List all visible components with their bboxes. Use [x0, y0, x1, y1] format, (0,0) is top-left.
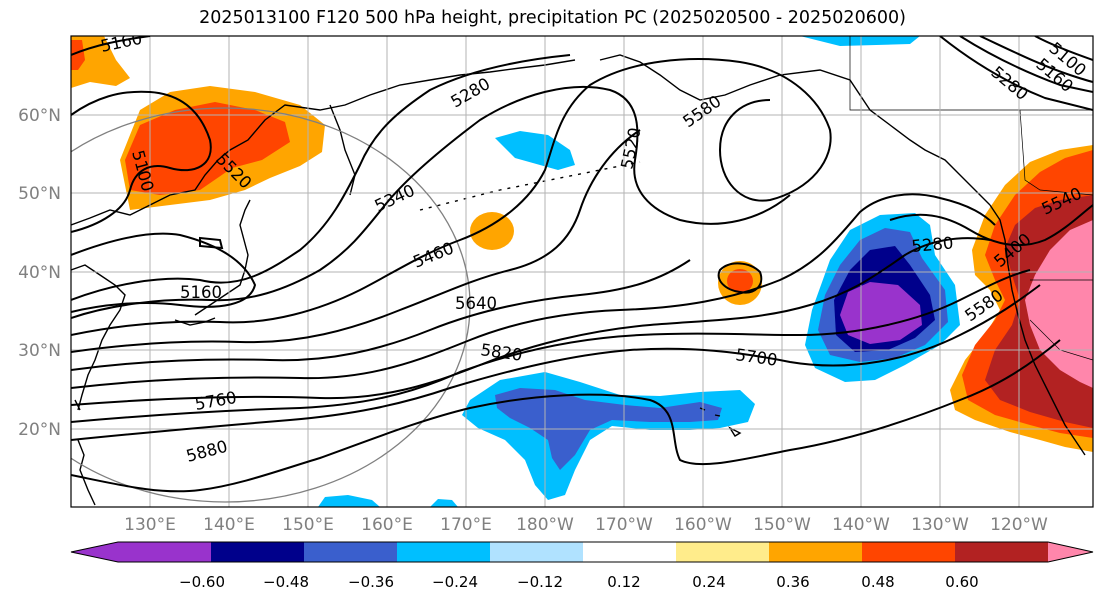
range-circle — [71, 107, 471, 503]
colorbar-tick-label: 0.60 — [945, 573, 978, 591]
longitude-label: 170°E — [440, 515, 492, 535]
latitude-label: 30°N — [18, 341, 61, 361]
precip-negative-top — [800, 36, 920, 46]
longitude-label: 150°E — [282, 515, 334, 535]
longitude-label: 180°W — [516, 515, 574, 535]
colorbar-segment — [583, 542, 677, 562]
latitude-label: 20°N — [18, 420, 61, 440]
colorbar-extend-low — [71, 542, 118, 562]
longitude-label: 130°W — [911, 515, 969, 535]
colorbar-tick-label: 0.48 — [861, 573, 894, 591]
longitude-labels: 130°E 140°E 150°E 160°E 170°E 180°W 170°… — [124, 515, 1048, 535]
precip-negative-bottom-2 — [430, 499, 458, 507]
map-frame — [70, 35, 1094, 508]
colorbar-segment — [769, 542, 863, 562]
colorbar-segment — [955, 542, 1049, 562]
contour-label: 5280 — [911, 233, 954, 256]
contour-label: 5160 — [180, 283, 222, 302]
colorbar-tick-label: −0.36 — [348, 573, 394, 591]
precip-negative-bottom — [318, 495, 380, 507]
longitude-label: 160°E — [361, 515, 413, 535]
precip-spot-155w-core — [727, 269, 753, 293]
colorbar-ticks: −0.60 −0.48 −0.36 −0.24 −0.12 0.12 0.24 … — [179, 573, 979, 591]
colorbar-tick-label: −0.24 — [432, 573, 478, 591]
colorbar-tick-label: −0.60 — [179, 573, 225, 591]
colorbar-segment — [490, 542, 584, 562]
colorbar-tick-label: −0.48 — [263, 573, 309, 591]
precip-positive-nw-core — [125, 102, 290, 195]
contour-label: 5640 — [455, 294, 497, 313]
colorbar-segment — [397, 542, 491, 562]
colorbar-segment — [304, 542, 398, 562]
colorbar-segment — [211, 542, 305, 562]
colorbar-tick-label: 0.36 — [776, 573, 809, 591]
colorbar-segment — [676, 542, 770, 562]
latitude-label: 50°N — [18, 184, 61, 204]
precip-spot-170e — [470, 212, 514, 250]
colorbar-segment — [118, 542, 212, 562]
colorbar-segment — [862, 542, 956, 562]
colorbar-tick-label: 0.24 — [692, 573, 725, 591]
height-contours — [71, 36, 1093, 493]
longitude-label: 120°W — [990, 515, 1048, 535]
longitude-label: 140°E — [203, 515, 255, 535]
latitude-labels: 60°N 50°N 40°N 30°N 20°N — [18, 106, 61, 440]
longitude-label: 150°W — [753, 515, 811, 535]
colorbar-extend-high — [1048, 542, 1093, 562]
longitude-label: 140°W — [832, 515, 890, 535]
colorbar-outline — [70, 541, 1094, 563]
colorbar-tick-label: −0.12 — [517, 573, 563, 591]
latitude-label: 40°N — [18, 263, 61, 283]
colorbar-tick-label: 0.12 — [607, 573, 640, 591]
latitude-label: 60°N — [18, 106, 61, 126]
map-title: 2025013100 F120 500 hPa height, precipit… — [199, 8, 906, 28]
longitude-label: 160°W — [674, 515, 732, 535]
longitude-label: 130°E — [124, 515, 176, 535]
precip-positive-nw-corner-core — [71, 40, 85, 70]
precip-positive-east-core — [1025, 220, 1093, 388]
longitude-label: 170°W — [595, 515, 653, 535]
colorbar — [70, 541, 1094, 563]
gridlines — [71, 36, 1093, 507]
